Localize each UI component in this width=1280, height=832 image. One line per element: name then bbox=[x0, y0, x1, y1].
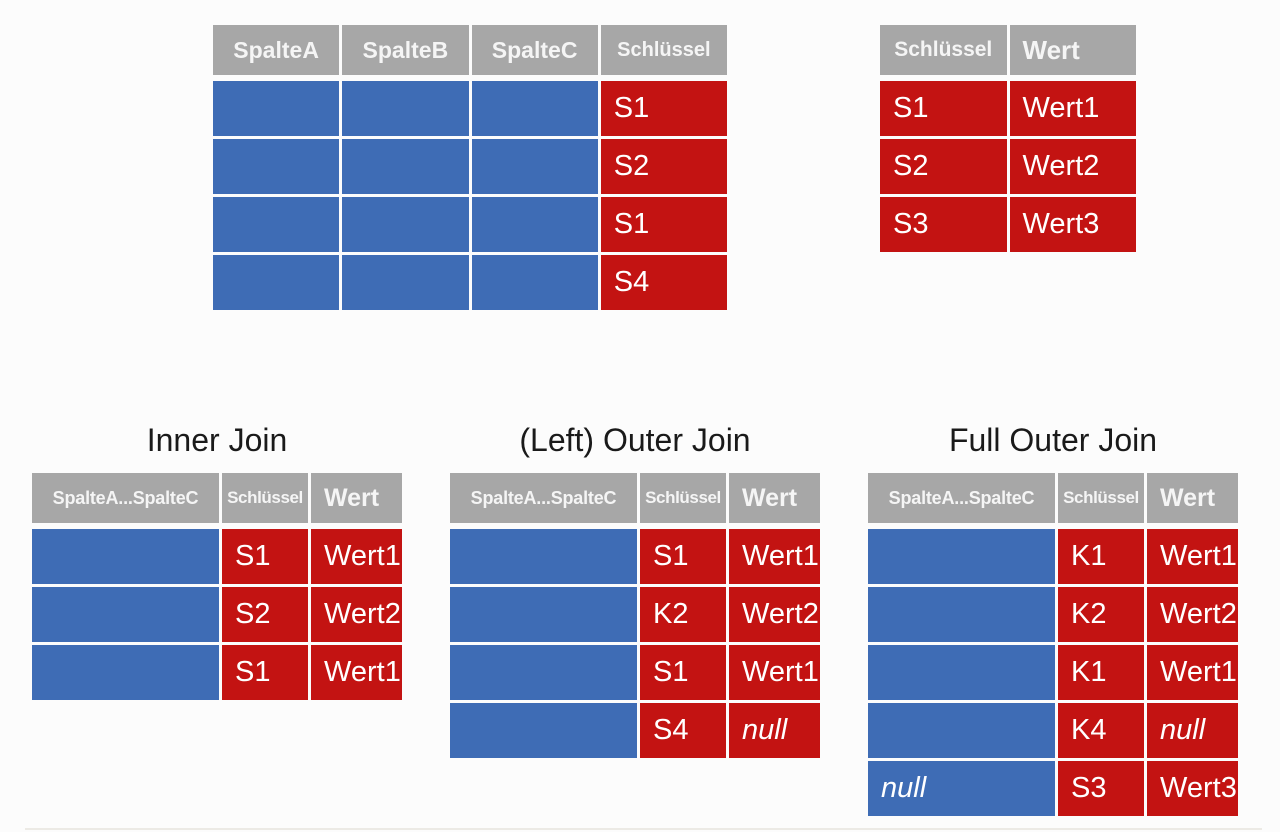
key-cell: S2 bbox=[880, 139, 1007, 194]
data-cell-empty bbox=[213, 139, 340, 194]
key-cell: S1 bbox=[600, 81, 727, 136]
data-cell-empty bbox=[868, 645, 1055, 700]
full-outer-join-title: Full Outer Join bbox=[948, 422, 1158, 458]
header-spalte-range: SpalteA...SpalteC bbox=[450, 473, 637, 523]
key-cell: S2 bbox=[222, 587, 308, 642]
value-cell: Wert1 bbox=[729, 529, 820, 584]
header-wert: Wert bbox=[311, 473, 402, 523]
header-spalte-a: SpalteA bbox=[213, 25, 340, 75]
value-cell: Wert3 bbox=[1147, 761, 1238, 816]
header-wert: Wert bbox=[1009, 25, 1136, 75]
data-cell-empty bbox=[342, 197, 469, 252]
value-cell: Wert1 bbox=[1147, 529, 1238, 584]
value-cell: Wert1 bbox=[311, 529, 402, 584]
header-spalte-range: SpalteA...SpalteC bbox=[868, 473, 1055, 523]
data-cell-empty bbox=[868, 587, 1055, 642]
source-table: SpalteA SpalteB SpalteC Schlüssel S1 S2 … bbox=[213, 25, 727, 310]
value-cell: Wert2 bbox=[1009, 139, 1136, 194]
key-cell: K1 bbox=[1058, 529, 1144, 584]
header-spalte-b: SpalteB bbox=[342, 25, 469, 75]
data-cell-empty bbox=[213, 81, 340, 136]
source-table-body: S1 S2 S1 S4 bbox=[213, 81, 727, 310]
key-cell: K2 bbox=[1058, 587, 1144, 642]
data-cell-empty bbox=[342, 255, 469, 310]
key-cell: S1 bbox=[640, 529, 726, 584]
data-cell-empty bbox=[471, 139, 598, 194]
header-schluessel: Schlüssel bbox=[880, 25, 1007, 75]
key-cell: S1 bbox=[222, 645, 308, 700]
source-table-header-row: SpalteA SpalteB SpalteC Schlüssel bbox=[213, 25, 727, 75]
data-cell-empty bbox=[32, 529, 219, 584]
inner-join-body: S1 Wert1 S2 Wert2 S1 Wert1 bbox=[32, 529, 402, 700]
data-cell-empty bbox=[213, 197, 340, 252]
key-cell: K1 bbox=[1058, 645, 1144, 700]
inner-join-header-row: SpalteA...SpalteC Schlüssel Wert bbox=[32, 473, 402, 523]
full-outer-join-body: K1 Wert1 K2 Wert2 K1 Wert1 K4 null null … bbox=[868, 529, 1238, 816]
inner-join-title: Inner Join bbox=[146, 422, 288, 458]
key-cell: S2 bbox=[600, 139, 727, 194]
data-cell-empty bbox=[342, 81, 469, 136]
value-cell: Wert1 bbox=[729, 645, 820, 700]
key-cell: S3 bbox=[1058, 761, 1144, 816]
data-cell-empty bbox=[213, 255, 340, 310]
value-cell: Wert1 bbox=[1009, 81, 1136, 136]
data-cell-empty bbox=[868, 703, 1055, 758]
data-cell-null: null bbox=[868, 761, 1055, 816]
data-cell-empty bbox=[868, 529, 1055, 584]
header-schluessel: Schlüssel bbox=[222, 473, 308, 523]
data-cell-empty bbox=[32, 645, 219, 700]
lookup-table-body: S1 Wert1 S2 Wert2 S3 Wert3 bbox=[880, 81, 1136, 252]
data-cell-empty bbox=[450, 529, 637, 584]
value-cell: Wert3 bbox=[1009, 197, 1136, 252]
left-outer-join-table: SpalteA...SpalteC Schlüssel Wert S1 Wert… bbox=[450, 473, 820, 758]
inner-join-table: SpalteA...SpalteC Schlüssel Wert S1 Wert… bbox=[32, 473, 402, 700]
left-outer-join-body: S1 Wert1 K2 Wert2 S1 Wert1 S4 null bbox=[450, 529, 820, 758]
data-cell-empty bbox=[471, 197, 598, 252]
full-outer-join-header-row: SpalteA...SpalteC Schlüssel Wert bbox=[868, 473, 1238, 523]
data-cell-empty bbox=[450, 587, 637, 642]
full-outer-join-table: SpalteA...SpalteC Schlüssel Wert K1 Wert… bbox=[868, 473, 1238, 816]
left-outer-join-title: (Left) Outer Join bbox=[519, 422, 751, 458]
value-cell: Wert2 bbox=[729, 587, 820, 642]
header-wert: Wert bbox=[1147, 473, 1238, 523]
data-cell-empty bbox=[471, 81, 598, 136]
value-cell: Wert2 bbox=[311, 587, 402, 642]
data-cell-empty bbox=[342, 139, 469, 194]
data-cell-empty bbox=[450, 645, 637, 700]
key-cell: S3 bbox=[880, 197, 1007, 252]
data-cell-empty bbox=[32, 587, 219, 642]
key-cell: S1 bbox=[880, 81, 1007, 136]
left-outer-join-header-row: SpalteA...SpalteC Schlüssel Wert bbox=[450, 473, 820, 523]
key-cell: S4 bbox=[640, 703, 726, 758]
key-cell: S1 bbox=[222, 529, 308, 584]
header-schluessel: Schlüssel bbox=[600, 25, 727, 75]
slide-edge-line bbox=[25, 828, 1262, 830]
key-cell: K2 bbox=[640, 587, 726, 642]
header-schluessel: Schlüssel bbox=[640, 473, 726, 523]
data-cell-empty bbox=[471, 255, 598, 310]
value-cell-null: null bbox=[1147, 703, 1238, 758]
value-cell: Wert1 bbox=[1147, 645, 1238, 700]
header-wert: Wert bbox=[729, 473, 820, 523]
key-cell: K4 bbox=[1058, 703, 1144, 758]
header-spalte-c: SpalteC bbox=[471, 25, 598, 75]
key-cell: S1 bbox=[640, 645, 726, 700]
header-spalte-range: SpalteA...SpalteC bbox=[32, 473, 219, 523]
value-cell: Wert1 bbox=[311, 645, 402, 700]
key-cell: S1 bbox=[600, 197, 727, 252]
value-cell: Wert2 bbox=[1147, 587, 1238, 642]
header-schluessel: Schlüssel bbox=[1058, 473, 1144, 523]
value-cell-null: null bbox=[729, 703, 820, 758]
data-cell-empty bbox=[450, 703, 637, 758]
key-cell: S4 bbox=[600, 255, 727, 310]
lookup-table-header-row: Schlüssel Wert bbox=[880, 25, 1136, 75]
lookup-table: Schlüssel Wert S1 Wert1 S2 Wert2 S3 Wert… bbox=[880, 25, 1136, 252]
